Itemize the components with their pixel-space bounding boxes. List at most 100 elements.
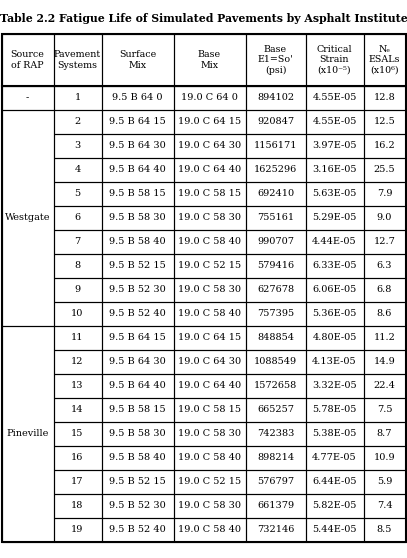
Text: 19.0 C 64 30: 19.0 C 64 30: [178, 142, 241, 151]
Bar: [245, 422, 306, 446]
Text: 5.38E-05: 5.38E-05: [312, 430, 357, 439]
Text: 19.0 C 64 30: 19.0 C 64 30: [178, 358, 241, 367]
Bar: [245, 230, 306, 254]
Text: 4.80E-05: 4.80E-05: [312, 334, 357, 343]
Bar: [173, 182, 245, 206]
Bar: [53, 350, 101, 374]
Bar: [173, 374, 245, 398]
Bar: [363, 398, 405, 422]
Text: 9.5 B 52 15: 9.5 B 52 15: [109, 478, 166, 487]
Text: Base
Mix: Base Mix: [198, 50, 221, 70]
Bar: [363, 158, 405, 182]
Text: 19.0 C 52 15: 19.0 C 52 15: [178, 262, 241, 271]
Bar: [306, 86, 363, 110]
Text: 19.0 C 58 40: 19.0 C 58 40: [178, 238, 241, 247]
Bar: [306, 110, 363, 134]
Text: 5.63E-05: 5.63E-05: [312, 190, 357, 199]
Bar: [101, 326, 173, 350]
Bar: [173, 110, 245, 134]
Text: 19.0 C 58 40: 19.0 C 58 40: [178, 526, 241, 535]
Bar: [101, 494, 173, 518]
Bar: [53, 374, 101, 398]
Text: 19.0 C 52 15: 19.0 C 52 15: [178, 478, 241, 487]
Bar: [245, 350, 306, 374]
Text: 4.44E-05: 4.44E-05: [312, 238, 357, 247]
Text: Surface
Mix: Surface Mix: [119, 50, 156, 70]
Text: 9.5 B 52 30: 9.5 B 52 30: [109, 502, 166, 511]
Bar: [306, 278, 363, 302]
Bar: [363, 470, 405, 494]
Text: 7: 7: [74, 238, 81, 247]
Text: 5.9: 5.9: [377, 478, 392, 487]
Bar: [173, 34, 245, 86]
Text: 627678: 627678: [257, 286, 294, 295]
Text: 14: 14: [71, 406, 84, 415]
Text: 14.9: 14.9: [374, 358, 395, 367]
Bar: [101, 278, 173, 302]
Text: Nₑ
ESALs
(x10⁶): Nₑ ESALs (x10⁶): [369, 45, 400, 75]
Bar: [173, 302, 245, 326]
Text: 19.0 C 64 15: 19.0 C 64 15: [178, 334, 241, 343]
Text: 1572658: 1572658: [254, 382, 297, 391]
Bar: [53, 254, 101, 278]
Bar: [53, 302, 101, 326]
Text: 757395: 757395: [257, 310, 294, 319]
Text: 5.78E-05: 5.78E-05: [312, 406, 357, 415]
Bar: [363, 182, 405, 206]
Text: 9.5 B 64 40: 9.5 B 64 40: [109, 382, 166, 391]
Bar: [53, 230, 101, 254]
Bar: [306, 470, 363, 494]
Text: 12: 12: [71, 358, 84, 367]
Text: 9.5 B 52 30: 9.5 B 52 30: [109, 286, 166, 295]
Text: 692410: 692410: [257, 190, 294, 199]
Bar: [173, 158, 245, 182]
Text: 732146: 732146: [257, 526, 294, 535]
Text: Source
of RAP: Source of RAP: [11, 50, 44, 70]
Bar: [363, 326, 405, 350]
Bar: [245, 134, 306, 158]
Bar: [101, 302, 173, 326]
Text: 4: 4: [74, 166, 81, 175]
Text: 5: 5: [74, 190, 81, 199]
Text: 920847: 920847: [257, 118, 294, 127]
Text: 19.0 C 58 40: 19.0 C 58 40: [178, 454, 241, 463]
Text: 19.0 C 64 0: 19.0 C 64 0: [181, 94, 238, 103]
Text: 1: 1: [74, 94, 81, 103]
Bar: [2, 110, 53, 326]
Bar: [101, 398, 173, 422]
Bar: [306, 134, 363, 158]
Text: 742383: 742383: [257, 430, 294, 439]
Bar: [173, 470, 245, 494]
Text: 9.5 B 52 40: 9.5 B 52 40: [109, 310, 166, 319]
Bar: [53, 398, 101, 422]
Bar: [363, 518, 405, 542]
Bar: [306, 182, 363, 206]
Bar: [363, 110, 405, 134]
Bar: [101, 422, 173, 446]
Text: 4.77E-05: 4.77E-05: [312, 454, 357, 463]
Text: 9.5 B 64 30: 9.5 B 64 30: [109, 142, 166, 151]
Text: 894102: 894102: [257, 94, 294, 103]
Bar: [173, 398, 245, 422]
Bar: [101, 518, 173, 542]
Bar: [245, 470, 306, 494]
Bar: [363, 278, 405, 302]
Bar: [173, 518, 245, 542]
Text: 19.0 C 58 30: 19.0 C 58 30: [178, 502, 241, 511]
Bar: [101, 374, 173, 398]
Bar: [306, 350, 363, 374]
Bar: [53, 86, 101, 110]
Bar: [53, 518, 101, 542]
Text: 576797: 576797: [257, 478, 294, 487]
Text: 9.5 B 52 40: 9.5 B 52 40: [109, 526, 166, 535]
Text: 19.0 C 58 30: 19.0 C 58 30: [178, 214, 241, 223]
Bar: [173, 326, 245, 350]
Bar: [53, 278, 101, 302]
Text: 7.5: 7.5: [377, 406, 392, 415]
Text: 22.4: 22.4: [374, 382, 396, 391]
Bar: [363, 134, 405, 158]
Text: 12.8: 12.8: [374, 94, 395, 103]
Bar: [173, 446, 245, 470]
Text: 19.0 C 58 15: 19.0 C 58 15: [178, 406, 241, 415]
Bar: [245, 86, 306, 110]
